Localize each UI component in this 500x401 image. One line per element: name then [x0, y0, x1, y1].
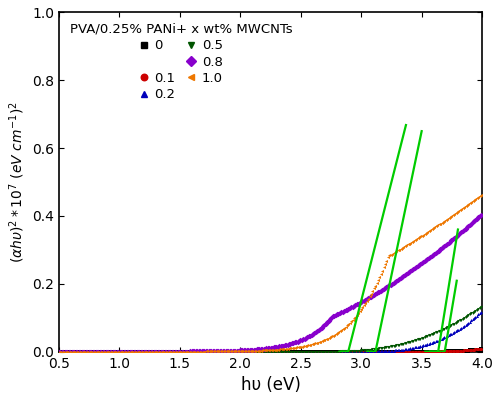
0.8	[56, 349, 62, 354]
0.8	[306, 334, 312, 339]
0.1	[58, 349, 64, 354]
0.2	[412, 345, 418, 350]
0.1	[306, 349, 312, 354]
0.8	[438, 246, 444, 251]
0	[412, 349, 418, 354]
0.1	[412, 349, 418, 354]
Line: 0.8: 0.8	[57, 213, 483, 354]
Legend: 0, , 0.1, 0.2, 0.5, 0.8, 1.0, : 0, , 0.1, 0.2, 0.5, 0.8, 1.0,	[66, 19, 296, 105]
1.0	[307, 342, 313, 347]
0.2	[314, 349, 320, 354]
0.5	[307, 349, 313, 354]
0.2	[306, 349, 312, 354]
0.2	[478, 310, 484, 314]
Line: 0.5: 0.5	[58, 305, 482, 353]
0.5	[438, 328, 444, 332]
1.0	[306, 342, 312, 347]
0.5	[314, 349, 320, 354]
0.5	[56, 349, 62, 354]
0.2	[438, 336, 444, 341]
Y-axis label: $(\alpha h\upsilon)^2*10^7\ (eV\ cm^{-1})^2$: $(\alpha h\upsilon)^2*10^7\ (eV\ cm^{-1}…	[7, 101, 26, 263]
0	[56, 349, 62, 354]
0.8	[478, 213, 484, 217]
0.2	[58, 349, 64, 354]
Line: 0: 0	[58, 348, 482, 353]
0.1	[56, 349, 62, 354]
0.1	[314, 349, 320, 354]
0.1	[438, 349, 444, 354]
1.0	[438, 220, 444, 225]
0	[314, 349, 320, 354]
0.8	[58, 349, 64, 354]
0	[438, 349, 444, 354]
0.5	[306, 349, 312, 354]
0.8	[412, 266, 418, 271]
0	[478, 347, 484, 352]
Line: 0.1: 0.1	[58, 347, 482, 353]
1.0	[412, 238, 418, 243]
1.0	[58, 349, 64, 354]
0.8	[307, 333, 313, 338]
Line: 0.2: 0.2	[58, 310, 482, 353]
0.5	[58, 349, 64, 354]
1.0	[478, 192, 484, 197]
1.0	[56, 349, 62, 354]
0.1	[307, 349, 313, 354]
0	[307, 349, 313, 354]
0.1	[478, 346, 484, 351]
0.5	[412, 338, 418, 343]
0	[306, 349, 312, 354]
0.2	[56, 349, 62, 354]
0	[58, 349, 64, 354]
0.2	[307, 349, 313, 354]
Line: 1.0: 1.0	[58, 193, 482, 353]
X-axis label: hυ (eV): hυ (eV)	[240, 376, 300, 394]
0.8	[314, 328, 320, 333]
0.5	[478, 304, 484, 309]
1.0	[314, 340, 320, 345]
